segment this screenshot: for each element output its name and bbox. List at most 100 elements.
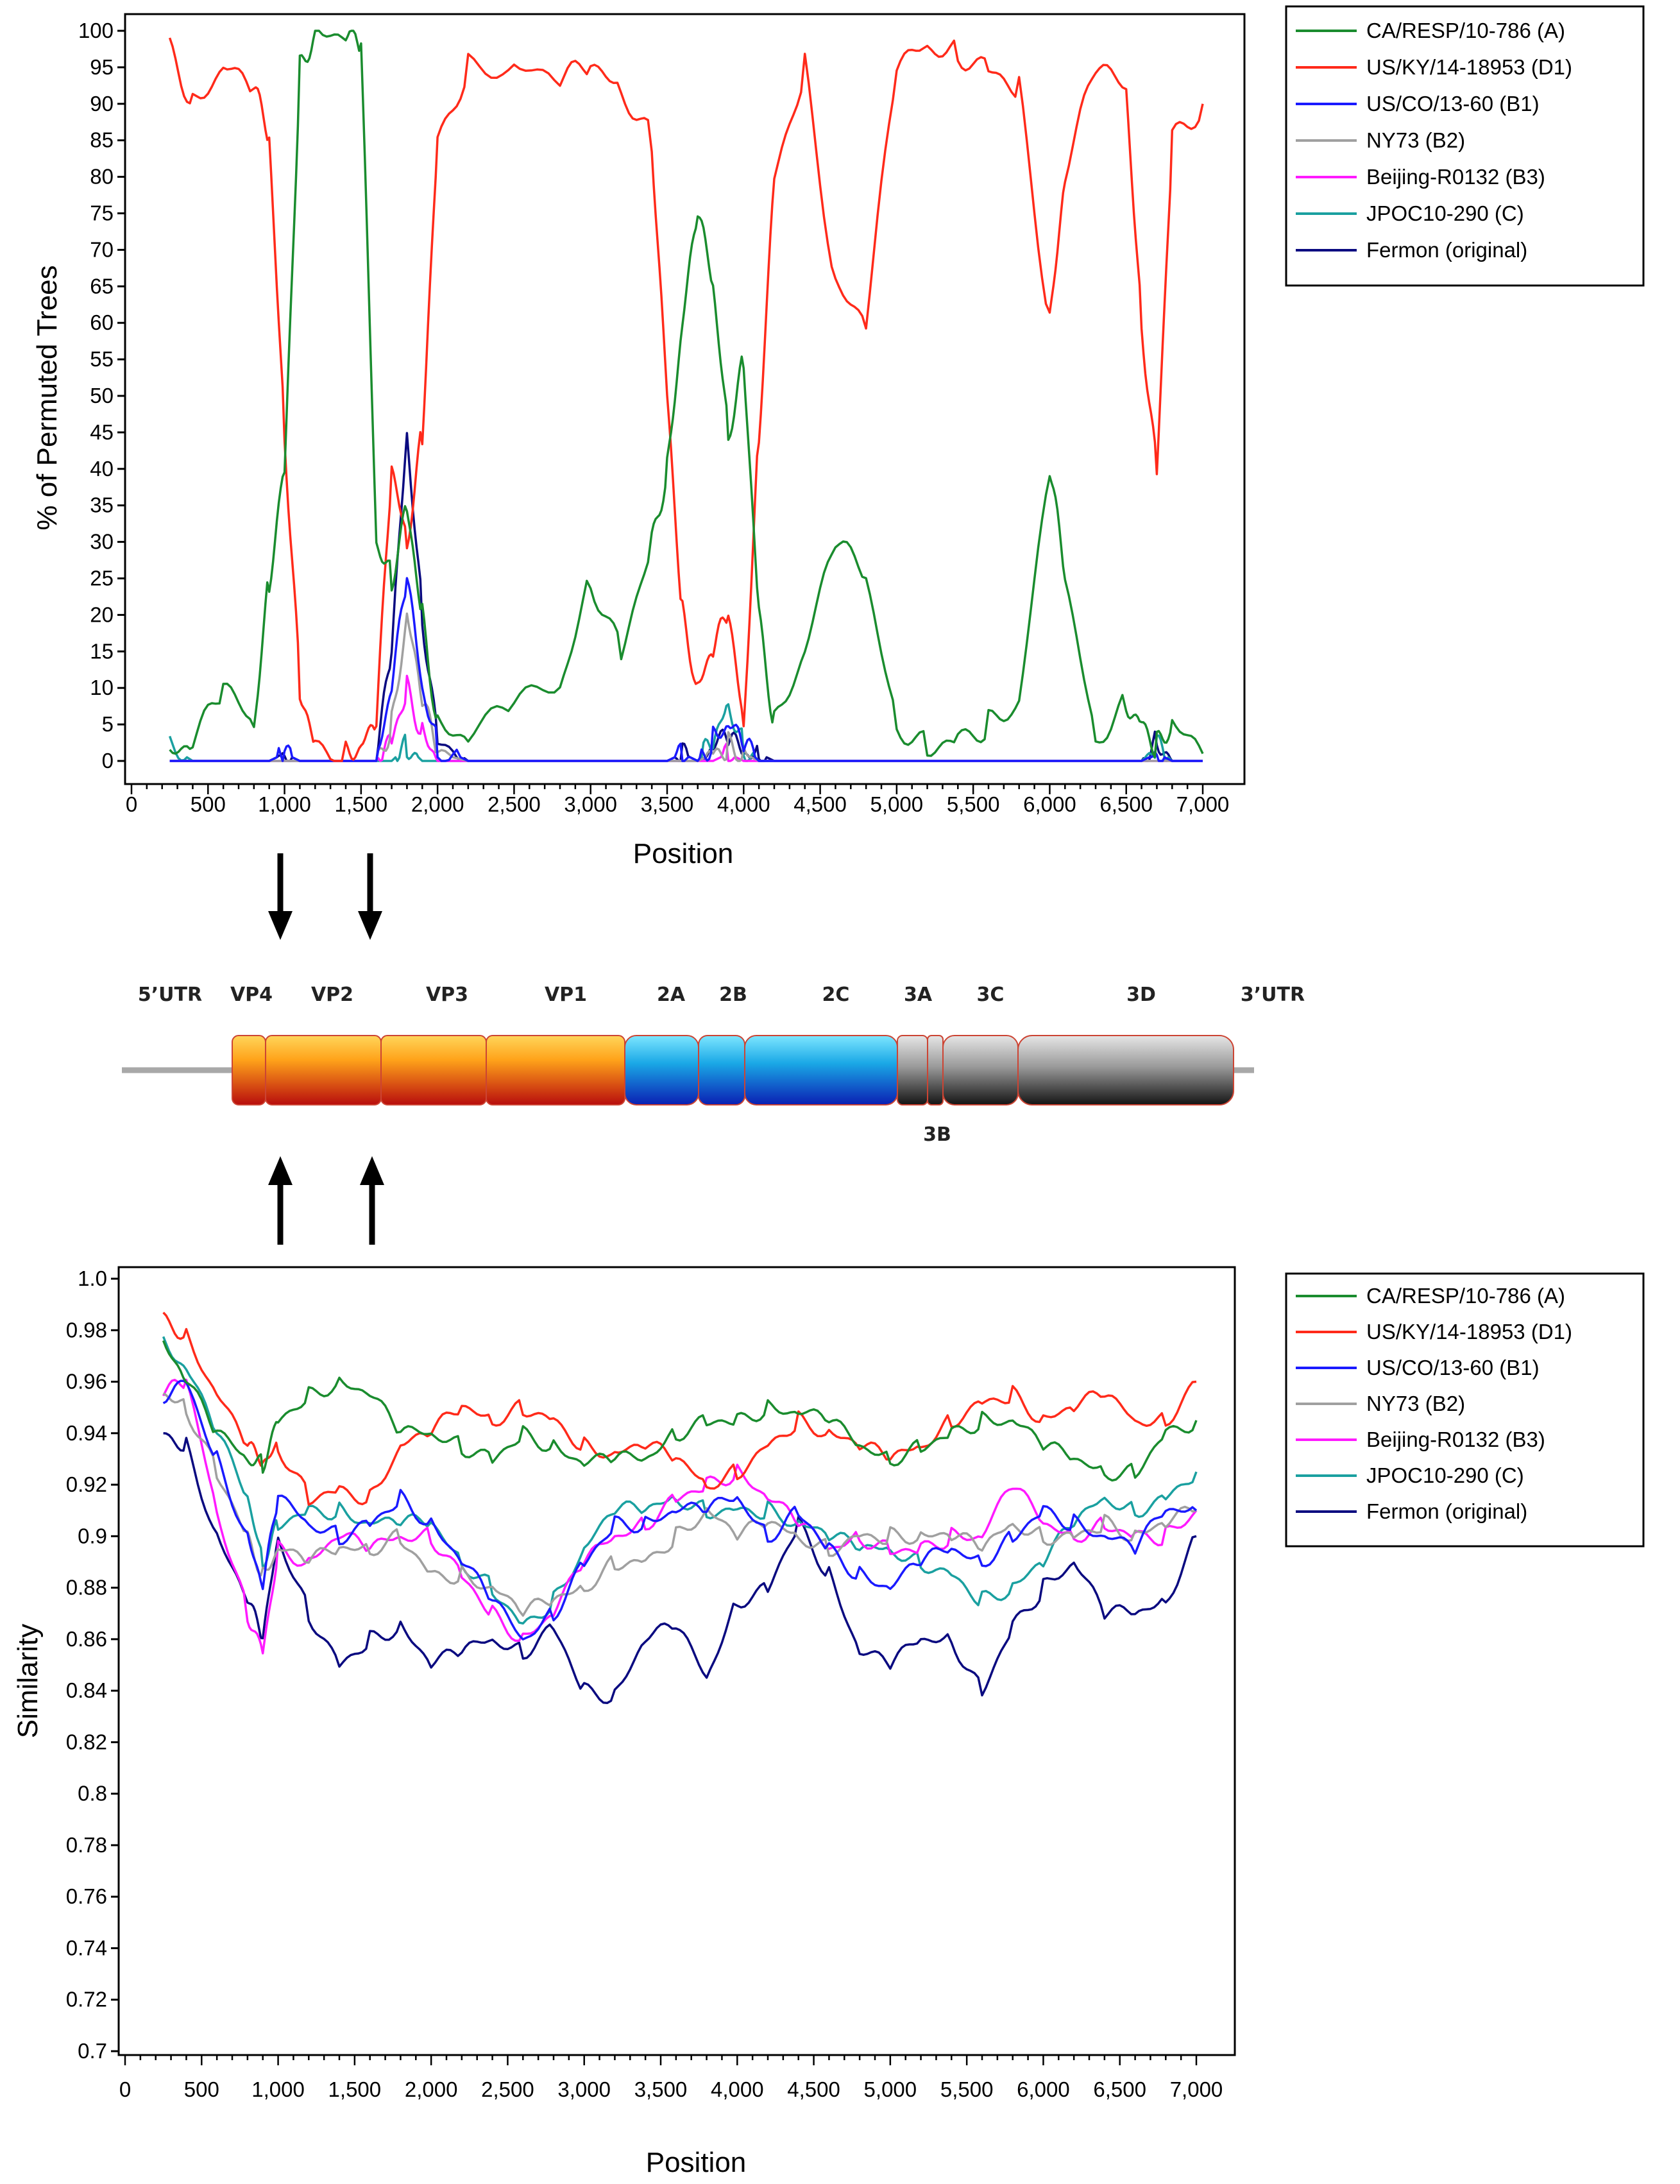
c2-y-tick-label: 0.96	[66, 1370, 107, 1394]
c1-y-tick-label: 10	[90, 676, 114, 699]
c2-series-line-us-co-13-60-b1	[162, 1379, 1198, 1641]
c1-legend-label: NY73 (B2)	[1366, 128, 1465, 152]
gene-label-3b: 3B	[923, 1123, 951, 1146]
c2-series-line-jpoc10-290-c	[162, 1336, 1198, 1625]
bootscan-x-axis-label: Position	[633, 838, 734, 869]
c2-y-tick-label: 1.0	[78, 1267, 107, 1290]
c1-y-tick-label: 95	[90, 55, 114, 79]
c2-legend-label: US/CO/13-60 (B1)	[1366, 1356, 1540, 1379]
c1-y-tick-label: 90	[90, 92, 114, 115]
c1-x-tick-label: 5,500	[947, 792, 1000, 816]
c1-x-tick-label: 4,000	[717, 792, 770, 816]
c1-y-tick-label: 35	[90, 493, 114, 517]
c2-y-tick-label: 0.98	[66, 1318, 107, 1342]
gene-label-vp3: VP3	[426, 984, 468, 1006]
c1-y-tick-label: 55	[90, 347, 114, 371]
c1-y-tick-label: 40	[90, 457, 114, 481]
c2-x-tick-label: 3,500	[634, 2077, 688, 2101]
c1-x-tick-label: 2,500	[488, 792, 541, 816]
c2-legend-label: US/KY/14-18953 (D1)	[1366, 1320, 1572, 1344]
segment-2c	[744, 1035, 898, 1105]
c2-y-tick-label: 0.9	[78, 1524, 107, 1548]
c2-series-line-ny73-b2	[162, 1392, 1197, 1617]
c2-y-tick-label: 0.82	[66, 1730, 107, 1753]
c1-x-tick-label: 1,500	[335, 792, 388, 816]
arrows-top	[268, 853, 382, 940]
arrows-bottom	[268, 1156, 384, 1245]
c1-x-tick-label: 6,500	[1099, 792, 1153, 816]
c2-y-tick-label: 0.94	[66, 1421, 107, 1445]
c2-x-tick-label: 1,500	[328, 2077, 382, 2101]
c2-x-tick-label: 7,000	[1170, 2077, 1223, 2101]
c1-series-line-us-co-13-60-b1	[169, 577, 1203, 762]
c2-x-tick-label: 5,500	[940, 2077, 994, 2101]
c1-y-tick-label: 0	[102, 749, 114, 772]
c2-series-line-ca-resp-10-786-a	[162, 1340, 1198, 1482]
c2-y-tick-label: 0.74	[66, 1936, 107, 1959]
c1-legend-label: Fermon (original)	[1366, 238, 1527, 262]
c1-x-tick-label: 3,500	[641, 792, 694, 816]
c2-x-tick-label: 4,500	[787, 2077, 840, 2101]
c2-y-tick-label: 0.84	[66, 1678, 107, 1702]
c1-y-tick-label: 5	[102, 712, 114, 736]
c1-legend-label: Beijing-R0132 (B3)	[1366, 165, 1545, 189]
c1-y-tick-label: 80	[90, 165, 114, 189]
arrow-down-icon	[268, 911, 293, 940]
gene-label-2c: 2C	[822, 984, 850, 1006]
gene-label-3a: 3A	[904, 984, 933, 1006]
c2-y-tick-label: 0.92	[66, 1472, 107, 1496]
c2-x-tick-label: 5,000	[864, 2077, 917, 2101]
bootscan-plot-area	[124, 13, 1246, 785]
c1-series-line-ca-resp-10-786-a	[169, 30, 1204, 758]
simplot-plot-area	[117, 1266, 1236, 2056]
genome-map: 5’UTR VP4 VP2 VP3 VP1 2A 2B 2C 3A 3C 3D …	[122, 984, 1305, 1146]
c1-x-tick-label: 0	[126, 792, 137, 816]
c1-x-tick-label: 7,000	[1176, 792, 1230, 816]
simplot-y-axis-label: Similarity	[12, 1624, 44, 1738]
c1-y-tick-label: 50	[90, 384, 114, 407]
simplot-chart: 0.7 0.72 0.74 0.76 0.78 0.8 0.82 0.84 0.86 0.88 0.…	[12, 1266, 1236, 2178]
c1-y-tick-label: 45	[90, 420, 114, 444]
c2-series-line-us-ky-14-18953-d1	[162, 1311, 1197, 1506]
c1-legend-label: US/KY/14-18953 (D1)	[1366, 55, 1572, 79]
simplot-legend: CA/RESP/10-786 (A) US/KY/14-18953 (D1) US/…	[1285, 1272, 1645, 1548]
gene-label-vp4: VP4	[230, 984, 273, 1006]
gene-label-3utr: 3’UTR	[1241, 984, 1305, 1006]
bootscan-chart: 0 5 10 15 20 25 30 35 40 45 50 55 60 65 70 75 80 85 90 95 10…	[31, 13, 1246, 869]
gene-label-3c: 3C	[977, 984, 1005, 1006]
c2-x-tick-label: 6,500	[1093, 2077, 1146, 2101]
c1-x-tick-label: 6,000	[1023, 792, 1076, 816]
c2-x-tick-label: 2,000	[405, 2077, 458, 2101]
gene-label-vp1: VP1	[545, 984, 587, 1006]
c2-x-tick-label: 500	[184, 2077, 219, 2101]
c1-y-tick-label: 75	[90, 201, 114, 225]
c2-legend-label: Beijing-R0132 (B3)	[1366, 1428, 1545, 1451]
arrow-down-icon	[358, 911, 382, 940]
segment-vp1	[486, 1035, 625, 1105]
c2-legend-label: Fermon (original)	[1366, 1499, 1527, 1523]
segment-vp4	[232, 1035, 266, 1105]
c2-legend-label: CA/RESP/10-786 (A)	[1366, 1284, 1565, 1308]
c2-legend-label: NY73 (B2)	[1366, 1392, 1465, 1415]
simplot-x-axis-label: Position	[646, 2147, 747, 2178]
segment-2b	[698, 1035, 745, 1105]
gene-label-vp2: VP2	[311, 984, 353, 1006]
c1-x-tick-label: 2,000	[411, 792, 464, 816]
c1-y-tick-label: 25	[90, 567, 114, 590]
c1-x-tick-label: 5,000	[870, 792, 924, 816]
c1-x-tick-label: 1,000	[258, 792, 311, 816]
simplot-legend-box	[1285, 1272, 1645, 1548]
c1-y-tick-label: 100	[78, 19, 114, 42]
segment-3c	[942, 1035, 1019, 1105]
gene-label-2b: 2B	[719, 984, 747, 1006]
c1-y-tick-label: 15	[90, 639, 114, 663]
segment-vp2	[265, 1035, 382, 1105]
c1-y-tick-label: 30	[90, 530, 114, 554]
c2-x-tick-label: 3,000	[557, 2077, 611, 2101]
c1-y-tick-label: 20	[90, 602, 114, 626]
c2-series-line-fermon-original	[163, 1432, 1197, 1705]
c2-x-tick-label: 1,000	[251, 2077, 305, 2101]
gene-label-2a: 2A	[657, 984, 686, 1006]
bootscan-y-axis-label: % of Permuted Trees	[31, 265, 63, 530]
c2-y-tick-label: 0.86	[66, 1627, 107, 1651]
